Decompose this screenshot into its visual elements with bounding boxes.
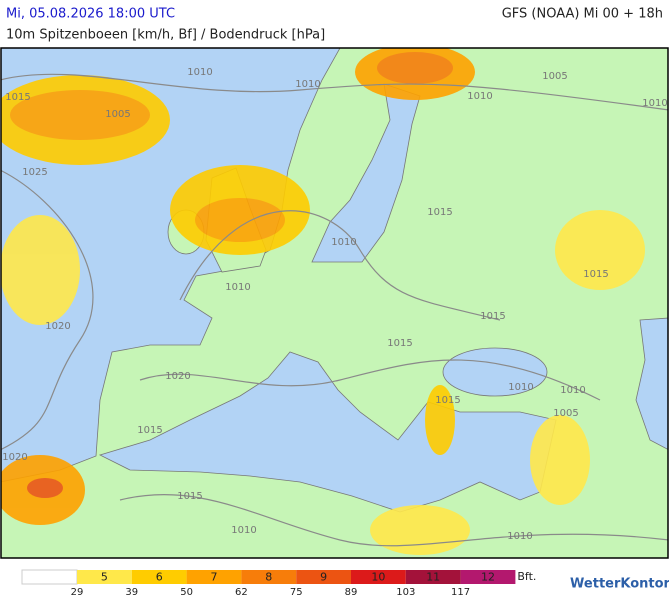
- model: GFS (NOAA) Mi 00 + 18h: [502, 7, 663, 22]
- isobar-label: 1010: [331, 237, 356, 248]
- isobar-label: 1015: [480, 311, 505, 322]
- legend-kmh: 75: [290, 587, 303, 598]
- isobar: [119, 493, 668, 547]
- brand: WetterKontor: [570, 577, 669, 592]
- isobar: [179, 210, 501, 321]
- isobar-label: 1010: [295, 79, 320, 90]
- legend-bft: 10: [371, 571, 385, 584]
- legend-bft: 5: [101, 571, 108, 584]
- isobar-label: 1015: [387, 338, 412, 349]
- isobar-label: 1020: [2, 452, 27, 463]
- isobar-label: 1010: [467, 91, 492, 102]
- isobar: [1, 169, 94, 451]
- gust-area: [27, 478, 63, 498]
- legend-bft: 8: [265, 571, 272, 584]
- datetime: Mi, 05.08.2026 18:00 UTC: [6, 7, 175, 22]
- gust-area: [530, 415, 590, 505]
- isobar-label: 1015: [583, 269, 608, 280]
- isobar-label: 1010: [508, 382, 533, 393]
- isobar-label: 1005: [105, 109, 130, 120]
- legend-swatch: [241, 570, 297, 584]
- legend-swatch: [351, 570, 406, 584]
- isobar-label: 1020: [165, 371, 190, 382]
- isobar-label: 1010: [642, 98, 667, 109]
- legend-swatch: [460, 570, 516, 584]
- legend-kmh: 62: [235, 587, 248, 598]
- isobar: [139, 359, 601, 401]
- gust-areas: [1, 48, 645, 555]
- gust-area: [195, 198, 285, 242]
- legend: 5 29 6 39 7 50 8 62 9 75 10 89 11 103 12 117 Bft.: [21, 569, 536, 598]
- legend-swatch: [296, 570, 351, 584]
- isobar-label: 1015: [5, 92, 30, 103]
- map-title: 10m Spitzenboeen [km/h, Bf] / Bodendruck…: [6, 28, 325, 43]
- isobar-label: 1010: [187, 67, 212, 78]
- isobar-label: 1015: [427, 207, 452, 218]
- gust-area: [1, 215, 80, 325]
- legend-kmh: 50: [180, 587, 193, 598]
- legend-bft: 7: [211, 571, 218, 584]
- legend-kmh: 39: [125, 587, 138, 598]
- legend-kmh: 117: [451, 587, 470, 598]
- legend-bft: 11: [426, 571, 440, 584]
- isobar-label: 1005: [553, 408, 578, 419]
- caspian: [635, 317, 668, 450]
- isobar-label: 1025: [22, 167, 47, 178]
- gust-area: [377, 52, 453, 84]
- isobar-label: 1015: [177, 491, 202, 502]
- legend-swatch: [77, 570, 132, 584]
- gust-area: [10, 90, 150, 140]
- isobar-label: 1015: [435, 395, 460, 406]
- isobar-label: 1010: [507, 531, 532, 542]
- gust-area: [555, 210, 645, 290]
- isobar-label: 1005: [542, 71, 567, 82]
- legend-kmh: 103: [396, 587, 415, 598]
- isobar-label: 1015: [137, 425, 162, 436]
- isobar-label: 1010: [560, 385, 585, 396]
- legend-blank: [21, 569, 78, 585]
- map-area: 1010 1015 1005 1010 1005 1010 1010 1025 1015 1010…: [1, 48, 668, 558]
- isobar-label: 1020: [45, 321, 70, 332]
- map-frame: [0, 47, 669, 559]
- isobar: [1, 73, 668, 111]
- gust-area: [370, 505, 470, 555]
- baltic: [311, 83, 421, 263]
- gust-area: [425, 385, 455, 455]
- isobars: [1, 73, 668, 547]
- mediterranean: [98, 351, 557, 513]
- legend-bft: 12: [481, 571, 495, 584]
- legend-unit: Bft.: [517, 570, 536, 583]
- legend-swatch: [186, 570, 242, 584]
- legend-kmh: 29: [71, 587, 84, 598]
- legend-bft: 9: [320, 571, 327, 584]
- legend-kmh: 89: [345, 587, 358, 598]
- isobar-labels: 1010 1015 1005 1010 1005 1010 1010 1025 1015 1010…: [2, 67, 667, 542]
- legend-swatch: [131, 570, 187, 584]
- legend-swatch: [405, 570, 461, 584]
- legend-bft: 6: [156, 571, 163, 584]
- isobar-label: 1010: [231, 525, 256, 536]
- isobar-label: 1010: [225, 282, 250, 293]
